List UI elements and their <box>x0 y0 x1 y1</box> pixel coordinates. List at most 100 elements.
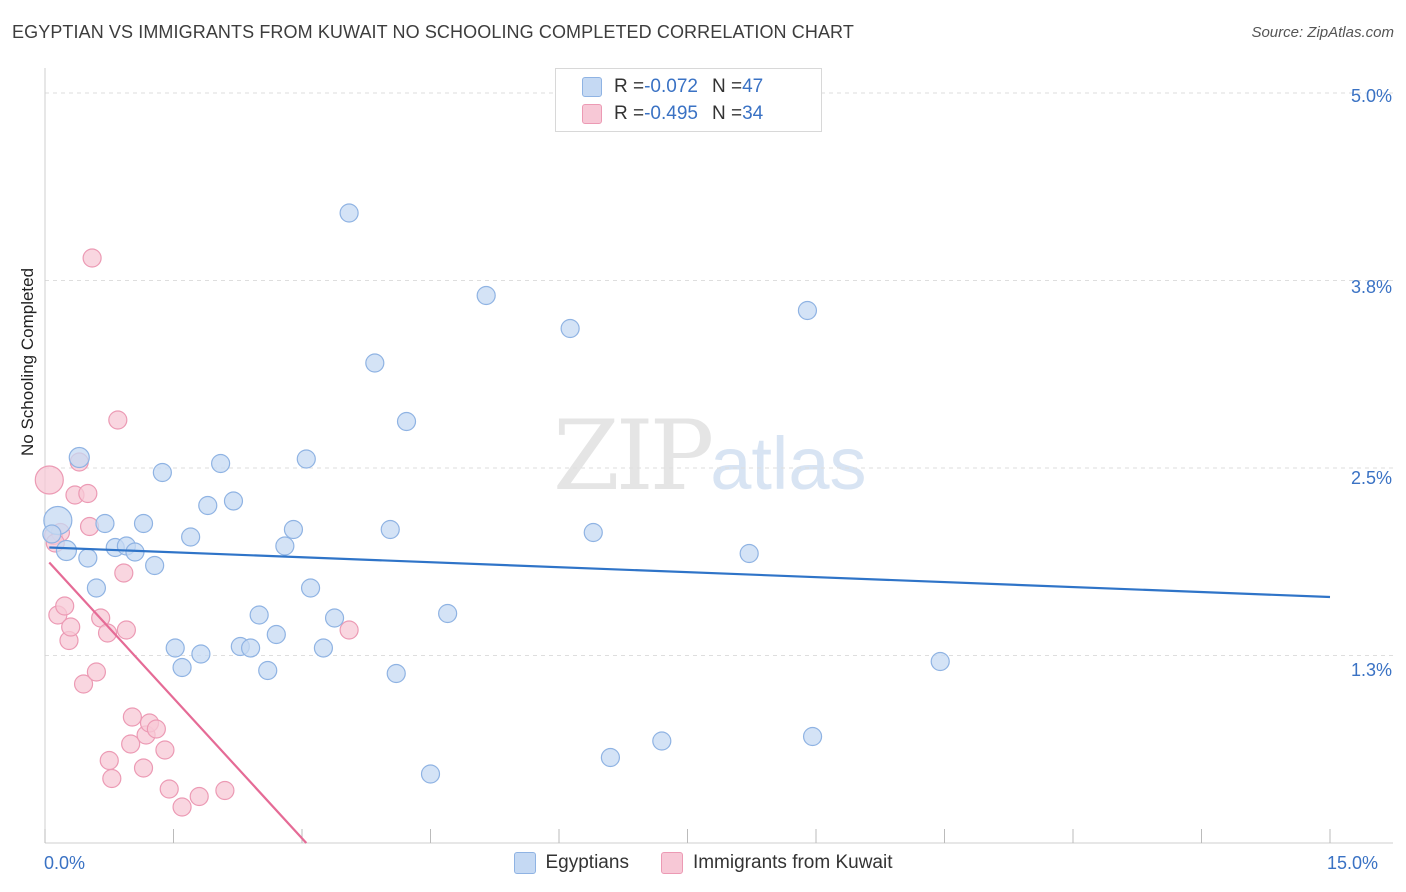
kuwait-legend-swatch <box>660 852 683 874</box>
kuwait-point-10[interactable] <box>78 483 98 504</box>
egyptian-point-1[interactable] <box>55 539 78 562</box>
kuwait-point-20[interactable] <box>116 620 136 640</box>
legend-label-kuwait: Immigrants from Kuwait <box>692 852 893 873</box>
egyptian-point-24[interactable] <box>275 536 295 556</box>
legend-item-kuwait[interactable]: Immigrants from Kuwait <box>660 852 893 874</box>
egyptian-point-29[interactable] <box>324 608 345 628</box>
egyptian-point-38[interactable] <box>560 318 580 339</box>
egyptian-point-13[interactable] <box>172 657 192 678</box>
grid-layer <box>45 92 1393 656</box>
kuwait-point-17[interactable] <box>102 768 122 789</box>
axis-layer <box>44 68 1393 844</box>
kuwait-point-32[interactable] <box>339 620 359 640</box>
egyptian-point-30[interactable] <box>339 203 359 223</box>
egyptian-point-42[interactable] <box>739 543 759 564</box>
r-label: R = <box>614 103 645 124</box>
kuwait-point-31[interactable] <box>215 780 235 801</box>
egyptian-point-15[interactable] <box>191 644 211 664</box>
kuwait-point-0[interactable] <box>34 465 64 495</box>
egyptian-point-36[interactable] <box>438 603 458 624</box>
kuwait-point-26[interactable] <box>146 719 166 739</box>
kuwait-point-6[interactable] <box>61 617 81 637</box>
kuwait-point-11[interactable] <box>79 516 100 537</box>
y-tick-label-1: 1.3% <box>1350 660 1392 680</box>
kuwait-point-29[interactable] <box>172 797 192 817</box>
kuwait-point-22[interactable] <box>122 707 142 727</box>
watermark: ZIPatlas <box>553 400 867 512</box>
egyptian-point-16[interactable] <box>198 495 218 516</box>
egyptian-point-25[interactable] <box>283 519 304 540</box>
egyptian-point-40[interactable] <box>600 747 621 768</box>
egyptian-point-5[interactable] <box>95 513 115 534</box>
egyptian-trend-line <box>49 546 1331 599</box>
egyptian-point-45[interactable] <box>930 651 950 672</box>
egyptians-swatch <box>582 77 602 97</box>
x-tick-label-max: 15.0% <box>1327 853 1379 873</box>
legend-row-kuwait: R = -0.495 N = 34 <box>582 102 763 126</box>
kuwait-point-9[interactable] <box>73 674 94 694</box>
kuwait-point-19[interactable] <box>114 563 134 583</box>
chart-title: EGYPTIAN VS IMMIGRANTS FROM KUWAIT NO SC… <box>12 22 854 42</box>
kuwait-point-4[interactable] <box>55 596 75 616</box>
egyptian-point-4[interactable] <box>86 578 107 598</box>
kuwait-point-15[interactable] <box>97 623 118 643</box>
watermark-zip: ZIP <box>553 400 714 512</box>
egyptian-point-33[interactable] <box>386 663 406 684</box>
watermark-atlas: atlas <box>710 422 867 505</box>
legend-row-egyptians: R = -0.072 N = 47 <box>582 75 763 99</box>
egyptian-point-28[interactable] <box>313 638 334 658</box>
correlation-legend: R = -0.072 N = 47 R = -0.495 N = 34 <box>555 68 822 132</box>
egyptian-point-10[interactable] <box>145 555 165 576</box>
kuwait-point-18[interactable] <box>108 410 128 430</box>
n-value: 47 <box>742 76 764 97</box>
trend-layer <box>48 546 1331 844</box>
kuwait-trend-line <box>48 561 308 844</box>
kuwait-point-13[interactable] <box>86 662 107 682</box>
egyptian-point-31[interactable] <box>365 353 385 373</box>
kuwait-point-23[interactable] <box>133 758 154 778</box>
egyptian-point-9[interactable] <box>133 513 154 534</box>
egyptian-points <box>42 203 950 784</box>
egyptian-point-44[interactable] <box>802 726 823 747</box>
kuwait-point-12[interactable] <box>82 248 102 268</box>
r-label: R = <box>614 76 645 97</box>
egyptian-point-12[interactable] <box>165 638 185 658</box>
kuwait-swatch <box>582 104 602 124</box>
legend-label-egyptians: Egyptians <box>545 852 629 873</box>
egyptian-point-14[interactable] <box>181 527 201 547</box>
y-tick-label-2: 2.5% <box>1350 468 1392 488</box>
egyptian-point-23[interactable] <box>266 624 286 645</box>
egyptian-point-26[interactable] <box>296 449 316 469</box>
kuwait-point-30[interactable] <box>189 786 209 807</box>
kuwait-point-21[interactable] <box>121 734 141 754</box>
egyptian-point-17[interactable] <box>211 453 231 474</box>
egyptian-point-43[interactable] <box>797 300 818 321</box>
y-tick-label-4: 5.0% <box>1350 86 1392 106</box>
egyptian-point-2[interactable] <box>68 446 90 469</box>
kuwait-point-16[interactable] <box>99 750 119 771</box>
egyptian-point-46[interactable] <box>42 524 62 544</box>
egyptian-point-35[interactable] <box>420 764 441 784</box>
egyptian-point-18[interactable] <box>223 491 244 511</box>
egyptian-point-39[interactable] <box>583 522 603 543</box>
r-value: -0.495 <box>644 103 698 124</box>
egyptian-point-41[interactable] <box>652 731 672 751</box>
kuwait-point-27[interactable] <box>155 740 175 760</box>
egyptian-point-32[interactable] <box>380 519 400 540</box>
kuwait-point-28[interactable] <box>159 779 179 799</box>
egyptian-point-20[interactable] <box>241 638 261 658</box>
n-label: N = <box>711 76 743 97</box>
egyptian-point-22[interactable] <box>258 660 278 681</box>
legend-item-egyptians[interactable]: Egyptians <box>513 852 629 874</box>
egyptian-point-34[interactable] <box>396 411 417 432</box>
series-legend: Egyptians Immigrants from Kuwait <box>0 852 1406 874</box>
n-label: N = <box>711 103 743 124</box>
egyptian-point-3[interactable] <box>78 548 98 568</box>
y-tick-label-3: 3.8% <box>1350 277 1392 297</box>
source-label: Source: ZipAtlas.com <box>1251 24 1394 41</box>
egyptian-point-27[interactable] <box>300 578 321 598</box>
egyptian-point-21[interactable] <box>249 605 269 625</box>
egyptian-point-37[interactable] <box>476 285 496 306</box>
egyptian-point-11[interactable] <box>152 462 172 483</box>
